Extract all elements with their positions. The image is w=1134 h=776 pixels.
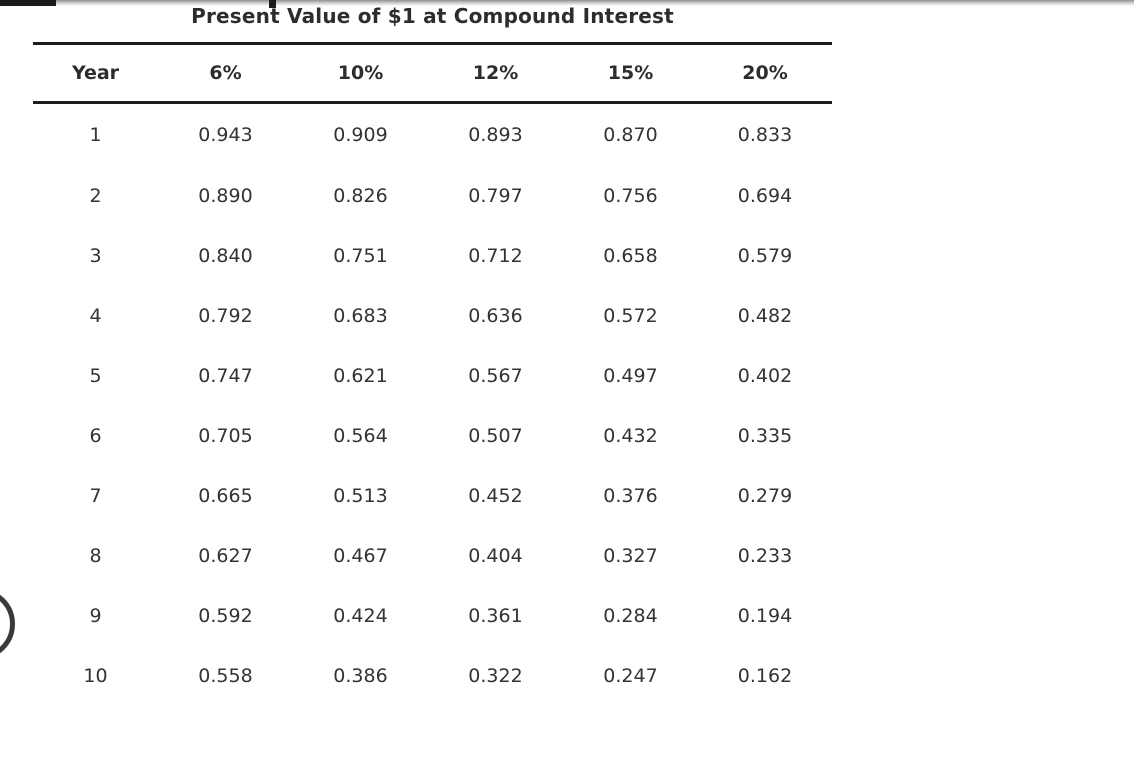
pv-factor-cell: 0.513 (333, 484, 388, 507)
table-row: 10 0.558 0.386 0.322 0.247 0.162 (33, 646, 832, 706)
column-header: Year (71, 62, 120, 84)
year-cell: 7 (89, 484, 102, 507)
pv-factor-cell: 0.564 (333, 424, 388, 447)
pv-factor-cell: 0.797 (468, 184, 523, 207)
table-header-row: Year 6% 10% 12% 15% 20% (33, 43, 832, 103)
pv-factor-cell: 0.497 (603, 364, 658, 387)
pv-factor-cell: 0.424 (333, 604, 388, 627)
pv-factor-cell: 0.558 (198, 664, 253, 687)
pv-factor-cell: 0.792 (198, 304, 253, 327)
pv-factor-cell: 0.579 (737, 244, 793, 267)
pv-factor-cell: 0.194 (737, 604, 793, 627)
year-cell: 8 (89, 544, 102, 567)
pv-factor-cell: 0.361 (468, 604, 523, 627)
column-header: 6% (209, 62, 242, 84)
pv-factor-cell: 0.943 (198, 123, 253, 146)
pv-factor-cell: 0.432 (603, 424, 658, 447)
top-tick-artifact (269, 0, 276, 8)
pv-factor-cell: 0.567 (468, 364, 523, 387)
pv-factor-cell: 0.712 (468, 244, 523, 267)
pv-factor-cell: 0.452 (468, 484, 523, 507)
pv-factor-cell: 0.751 (333, 244, 388, 267)
table-row: 8 0.627 0.467 0.404 0.327 0.233 (33, 526, 832, 586)
column-header: 10% (337, 62, 384, 84)
pv-factor-cell: 0.402 (737, 364, 793, 387)
year-cell: 3 (89, 244, 102, 267)
pv-factor-cell: 0.694 (737, 184, 793, 207)
pv-factor-cell: 0.909 (333, 123, 388, 146)
top-edge-shadow (0, 0, 1134, 6)
pv-factor-cell: 0.592 (198, 604, 253, 627)
table-row: 4 0.792 0.683 0.636 0.572 0.482 (33, 286, 832, 346)
column-header: 20% (742, 62, 788, 84)
table-row: 5 0.747 0.621 0.567 0.497 0.402 (33, 346, 832, 406)
pv-factor-cell: 0.870 (603, 123, 658, 146)
table-row: 7 0.665 0.513 0.452 0.376 0.279 (33, 466, 832, 526)
year-cell: 1 (89, 123, 102, 146)
top-left-dark-bar (0, 0, 56, 6)
pv-factor-cell: 0.284 (603, 604, 658, 627)
pv-factor-cell: 0.747 (198, 364, 253, 387)
column-header: 15% (607, 62, 654, 84)
pv-factor-cell: 0.756 (603, 184, 658, 207)
pv-factor-cell: 0.627 (198, 544, 253, 567)
pv-factor-cell: 0.335 (737, 424, 793, 447)
pv-factor-cell: 0.279 (737, 484, 793, 507)
pv-factor-cell: 0.621 (333, 364, 388, 387)
pv-factor-cell: 0.833 (737, 123, 793, 146)
pv-factor-cell: 0.467 (333, 544, 388, 567)
table-row: 3 0.840 0.751 0.712 0.658 0.579 (33, 226, 832, 286)
year-cell: 4 (89, 304, 102, 327)
pv-factor-cell: 0.162 (737, 664, 793, 687)
pv-factor-cell: 0.665 (198, 484, 253, 507)
year-cell: 2 (89, 184, 102, 207)
pv-factor-cell: 0.247 (603, 664, 658, 687)
partial-circle-artifact (0, 588, 15, 660)
pv-factor-cell: 0.327 (603, 544, 658, 567)
pv-factor-cell: 0.233 (737, 544, 793, 567)
pv-factor-cell: 0.705 (198, 424, 253, 447)
year-cell: 9 (89, 604, 102, 627)
pv-factor-cell: 0.636 (468, 304, 523, 327)
pv-factor-cell: 0.890 (198, 184, 253, 207)
pv-factor-cell: 0.658 (603, 244, 658, 267)
column-header: 12% (472, 62, 519, 84)
table-row: 1 0.943 0.909 0.893 0.870 0.833 (33, 103, 832, 166)
pv-factor-cell: 0.507 (468, 424, 523, 447)
pv-factor-cell: 0.482 (737, 304, 793, 327)
year-cell: 10 (83, 664, 108, 687)
pv-factor-cell: 0.322 (468, 664, 523, 687)
table-row: 9 0.592 0.424 0.361 0.284 0.194 (33, 586, 832, 646)
pv-factor-cell: 0.893 (468, 123, 523, 146)
pv-factor-cell: 0.840 (198, 244, 253, 267)
pv-factor-cell: 0.386 (333, 664, 388, 687)
pv-factor-cell: 0.404 (468, 544, 523, 567)
pv-factor-cell: 0.826 (333, 184, 388, 207)
year-cell: 5 (89, 364, 102, 387)
year-cell: 6 (89, 424, 102, 447)
table-title: Present Value of $1 at Compound Interest (191, 4, 674, 28)
table-row: 6 0.705 0.564 0.507 0.432 0.335 (33, 406, 832, 466)
present-value-table: Year 6% 10% 12% 15% 20% 1 0.943 0.909 0.893 0.870… (33, 42, 832, 706)
pv-factor-cell: 0.376 (603, 484, 658, 507)
pv-factor-cell: 0.572 (603, 304, 658, 327)
pv-factor-cell: 0.683 (333, 304, 388, 327)
table-row: 2 0.890 0.826 0.797 0.756 0.694 (33, 166, 832, 226)
present-value-table-container: Present Value of $1 at Compound Interest… (33, 2, 832, 706)
